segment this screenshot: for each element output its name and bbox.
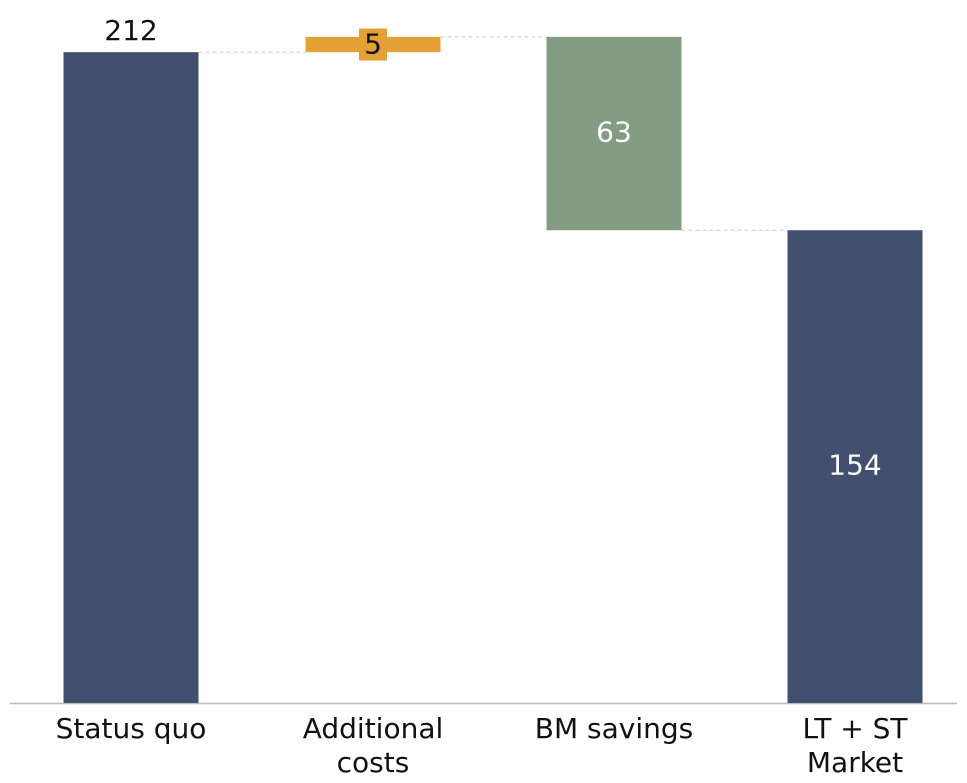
bar — [546, 36, 682, 231]
x-tick-label: Additional costs — [302, 712, 444, 779]
bar — [63, 52, 199, 704]
value-label: 63 — [596, 116, 632, 149]
bar — [787, 230, 923, 703]
label-box — [359, 28, 387, 61]
value-label: 5 — [364, 28, 382, 61]
value-label: 154 — [828, 449, 881, 482]
x-tick-label: BM savings — [534, 712, 694, 745]
x-tick-label: Status quo — [55, 712, 207, 745]
x-tick-label: LT + ST Market — [802, 712, 908, 779]
value-label: 212 — [104, 14, 157, 47]
